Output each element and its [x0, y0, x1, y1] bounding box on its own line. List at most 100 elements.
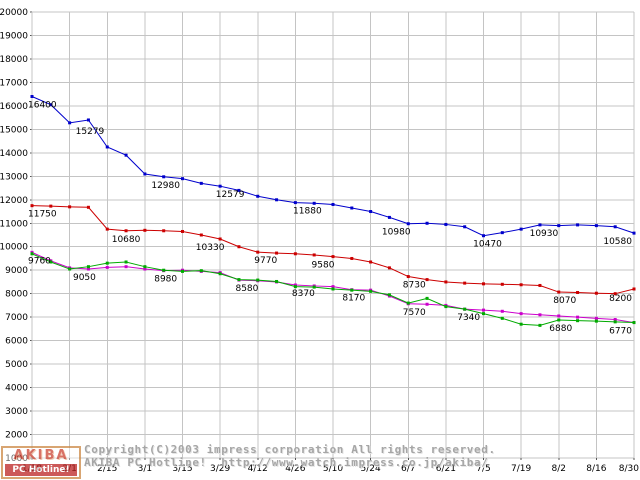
x-axis-label: 3/15 — [172, 464, 192, 474]
data-marker-red — [293, 252, 297, 256]
data-marker-green — [49, 260, 53, 264]
x-axis-label: 6/21 — [436, 464, 456, 474]
y-axis-label: 2000 — [5, 431, 28, 441]
data-marker-blue — [49, 103, 53, 107]
data-marker-red — [594, 291, 598, 295]
point-value-label: 8200 — [609, 294, 632, 304]
y-axis-label: 14000 — [0, 149, 28, 159]
data-marker-red — [49, 204, 53, 208]
point-value-label: 11750 — [28, 210, 57, 220]
data-marker-red — [162, 229, 166, 233]
point-value-label: 12579 — [216, 190, 245, 200]
data-marker-blue — [369, 210, 373, 214]
data-marker-magenta — [500, 309, 504, 313]
y-axis-label: 6000 — [5, 337, 28, 347]
point-value-label: 9050 — [73, 273, 96, 283]
data-marker-green — [613, 320, 617, 324]
y-axis-label: 17000 — [0, 78, 28, 88]
y-axis-label: 11000 — [0, 219, 28, 229]
data-marker-red — [369, 260, 373, 264]
point-value-label: 10330 — [196, 243, 225, 253]
data-marker-red — [199, 233, 203, 237]
y-axis-label: 20000 — [0, 8, 28, 18]
data-marker-blue — [594, 224, 598, 228]
point-value-label: 6770 — [609, 327, 632, 337]
logo-subtitle: PC Hotline! — [5, 464, 77, 476]
x-axis-label: 8/30 — [619, 464, 639, 474]
data-marker-blue — [331, 202, 335, 206]
y-axis-label: 3000 — [5, 407, 28, 417]
data-marker-red — [632, 287, 636, 291]
x-axis-label: 4/26 — [285, 464, 305, 474]
data-marker-magenta — [86, 267, 90, 271]
point-value-label: 10980 — [382, 228, 411, 238]
data-marker-green — [293, 285, 297, 289]
data-marker-red — [406, 275, 410, 279]
data-marker-blue — [293, 201, 297, 205]
data-marker-red — [425, 278, 429, 282]
data-marker-magenta — [594, 316, 598, 320]
data-marker-red — [256, 250, 260, 254]
point-value-label: 8980 — [154, 275, 177, 285]
data-marker-green — [199, 269, 203, 273]
data-marker-magenta — [124, 265, 128, 269]
data-marker-red — [237, 245, 241, 249]
data-marker-blue — [275, 198, 279, 202]
point-value-label: 16400 — [28, 101, 57, 111]
data-marker-blue — [124, 153, 128, 157]
akiba-pc-hotline-logo: AKIBA PC Hotline! — [1, 446, 81, 479]
data-marker-blue — [557, 224, 561, 228]
data-marker-green — [30, 252, 34, 256]
data-marker-blue — [199, 181, 203, 185]
x-axis-label: 5/10 — [323, 464, 343, 474]
y-axis-label: 13000 — [0, 172, 28, 182]
data-marker-red — [500, 282, 504, 286]
data-marker-green — [482, 312, 485, 316]
data-marker-blue — [425, 221, 429, 225]
x-axis-label: 4/12 — [248, 464, 268, 474]
y-axis-label: 8000 — [5, 290, 28, 300]
data-marker-green — [444, 305, 448, 309]
data-marker-blue — [143, 172, 147, 176]
data-marker-blue — [181, 177, 184, 181]
point-value-label: 12980 — [151, 181, 180, 191]
data-marker-blue — [312, 201, 316, 205]
y-axis-label: 10000 — [0, 243, 28, 253]
data-marker-red — [86, 205, 90, 209]
data-marker-magenta — [293, 283, 297, 287]
point-value-label: 9760 — [28, 256, 51, 266]
data-marker-blue — [538, 223, 542, 227]
x-axis-label: 5/24 — [361, 464, 381, 474]
point-value-label: 15279 — [76, 127, 105, 137]
data-marker-green — [275, 279, 279, 283]
data-marker-blue — [576, 223, 580, 227]
data-marker-blue — [387, 215, 391, 219]
data-marker-green — [124, 260, 128, 264]
point-value-label: 11880 — [293, 207, 322, 217]
y-axis-label: 15000 — [0, 125, 28, 135]
data-marker-red — [613, 292, 617, 296]
data-marker-red — [124, 229, 128, 233]
data-marker-green — [463, 307, 467, 311]
point-value-label: 8370 — [292, 289, 315, 299]
data-marker-blue — [519, 227, 523, 231]
data-marker-green — [256, 278, 260, 282]
data-marker-green — [181, 269, 184, 273]
data-marker-magenta — [557, 314, 561, 318]
data-marker-green — [387, 293, 391, 297]
data-marker-red — [482, 282, 485, 286]
data-marker-blue — [237, 188, 241, 192]
y-axis-label: 16000 — [0, 102, 28, 112]
point-value-label: 10470 — [473, 240, 502, 250]
data-marker-green — [68, 267, 72, 271]
data-marker-blue — [632, 231, 636, 235]
data-marker-red — [350, 256, 354, 260]
data-marker-green — [162, 268, 166, 272]
data-marker-magenta — [519, 312, 523, 316]
data-marker-blue — [406, 222, 410, 226]
data-marker-blue — [105, 145, 109, 149]
data-marker-green — [594, 319, 598, 323]
point-value-label: 10680 — [112, 235, 141, 245]
site-url-watermark: AKIBA PC Hotline! http://www.watch.impre… — [84, 456, 489, 469]
copyright-watermark: Copyright(C)2003 impress corporation All… — [84, 443, 496, 456]
